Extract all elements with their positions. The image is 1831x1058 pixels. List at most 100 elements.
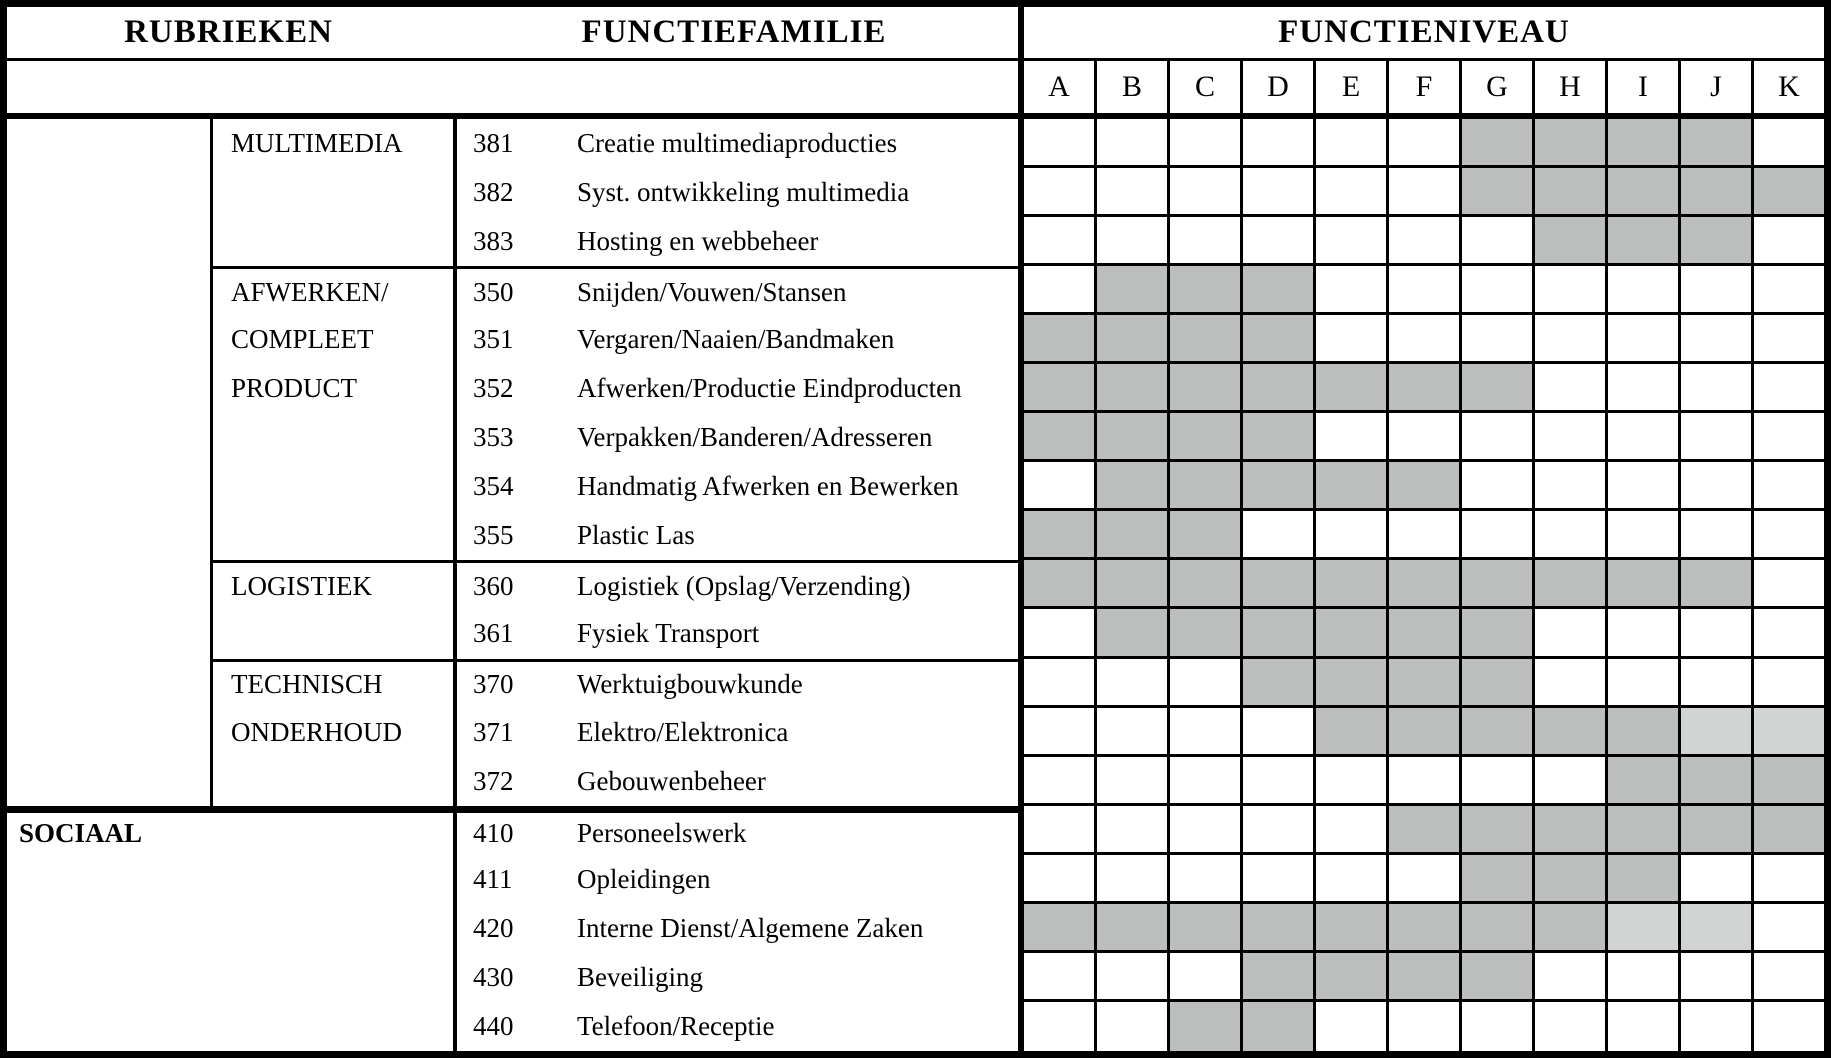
level-cell-383-K (1754, 217, 1824, 267)
level-cell-370-H (1535, 658, 1608, 708)
level-cell-411-D (1243, 854, 1316, 904)
level-cell-440-H (1535, 1001, 1608, 1051)
level-cell-382-F (1389, 168, 1462, 218)
level-column-header-J: J (1681, 61, 1754, 113)
matrix-row-372: 372 Gebouwenbeheer (7, 756, 1824, 806)
level-cell-372-C (1170, 756, 1243, 806)
family-cell (213, 413, 457, 463)
functiefamilie-label: Verpakken/Banderen/Adresseren (577, 422, 933, 453)
level-cell-371-K (1754, 707, 1824, 757)
rubriek-cell (7, 658, 213, 708)
family-cell (213, 609, 457, 659)
level-cell-352-A (1024, 364, 1097, 414)
level-cell-430-H (1535, 952, 1608, 1002)
level-cell-383-F (1389, 217, 1462, 267)
level-cell-355-H (1535, 511, 1608, 561)
functiefamilie-code: 440 (473, 1010, 514, 1041)
level-cell-382-D (1243, 168, 1316, 218)
level-cell-371-J (1681, 707, 1754, 757)
level-cell-354-F (1389, 462, 1462, 512)
level-cell-410-D (1243, 805, 1316, 855)
functiefamilie-label: Beveiliging (577, 961, 703, 992)
level-cell-351-C (1170, 315, 1243, 365)
level-cell-371-F (1389, 707, 1462, 757)
level-grid (1018, 952, 1824, 1002)
level-cell-355-B (1097, 511, 1170, 561)
level-cell-350-I (1608, 266, 1681, 316)
level-cell-430-D (1243, 952, 1316, 1002)
level-cell-353-K (1754, 413, 1824, 463)
level-grid (1018, 707, 1824, 757)
level-cell-361-K (1754, 609, 1824, 659)
functiefamilie-label: Afwerken/Productie Eindproducten (577, 373, 962, 404)
level-grid (1018, 168, 1824, 218)
level-cell-370-E (1316, 658, 1389, 708)
level-column-header-A: A (1024, 61, 1097, 113)
matrix-row-371: ONDERHOUD 371 Elektro/Elektronica (7, 707, 1824, 757)
functiefamilie-label: Plastic Las (577, 520, 695, 551)
level-cell-420-F (1389, 903, 1462, 953)
level-cell-410-C (1170, 805, 1243, 855)
header-right-section: FUNCTIENIVEAU (1018, 7, 1824, 58)
level-cell-352-B (1097, 364, 1170, 414)
level-cell-353-A (1024, 413, 1097, 463)
level-cell-383-B (1097, 217, 1170, 267)
matrix-row-411: 411 Opleidingen (7, 854, 1824, 904)
functiefamilie-code: 351 (473, 324, 514, 355)
functiefamilie-label: Handmatig Afwerken en Bewerken (577, 471, 959, 502)
level-cell-372-A (1024, 756, 1097, 806)
header-rubrieken: RUBRIEKEN (124, 14, 333, 50)
level-cell-360-A (1024, 560, 1097, 610)
family-cell: ONDERHOUD (213, 707, 457, 757)
rubriek-cell (7, 168, 213, 218)
level-cell-372-E (1316, 756, 1389, 806)
level-cell-353-D (1243, 413, 1316, 463)
level-cell-430-A (1024, 952, 1097, 1002)
level-cell-382-C (1170, 168, 1243, 218)
level-cell-372-J (1681, 756, 1754, 806)
level-cell-352-D (1243, 364, 1316, 414)
rubriek-cell (7, 119, 213, 169)
level-cell-411-I (1608, 854, 1681, 904)
level-cell-351-E (1316, 315, 1389, 365)
rubriek-cell (7, 364, 213, 414)
level-cell-410-E (1316, 805, 1389, 855)
functiefamilie-code: 420 (473, 912, 514, 943)
level-cell-351-B (1097, 315, 1170, 365)
rubriek-cell (7, 266, 213, 316)
level-cell-440-I (1608, 1001, 1681, 1051)
functiefamilie-code: 372 (473, 765, 514, 796)
level-grid (1018, 609, 1824, 659)
level-cell-353-I (1608, 413, 1681, 463)
level-cell-355-A (1024, 511, 1097, 561)
level-cell-382-J (1681, 168, 1754, 218)
level-cell-410-K (1754, 805, 1824, 855)
level-cell-420-B (1097, 903, 1170, 953)
level-cell-383-A (1024, 217, 1097, 267)
level-cell-382-B (1097, 168, 1170, 218)
level-cell-371-H (1535, 707, 1608, 757)
level-cell-371-D (1243, 707, 1316, 757)
level-cell-371-G (1462, 707, 1535, 757)
level-cell-360-H (1535, 560, 1608, 610)
level-cell-351-J (1681, 315, 1754, 365)
level-cell-371-E (1316, 707, 1389, 757)
functiefamilie-label: Gebouwenbeheer (577, 765, 766, 796)
level-cell-381-D (1243, 119, 1316, 169)
level-column-header-D: D (1243, 61, 1316, 113)
level-cell-372-G (1462, 756, 1535, 806)
functiefamilie-label: Elektro/Elektronica (577, 716, 789, 747)
level-cell-420-G (1462, 903, 1535, 953)
level-cell-361-C (1170, 609, 1243, 659)
level-cell-430-F (1389, 952, 1462, 1002)
level-cell-381-F (1389, 119, 1462, 169)
functiefamilie-code: 410 (457, 805, 567, 855)
level-column-header-E: E (1316, 61, 1389, 113)
level-cell-381-I (1608, 119, 1681, 169)
level-cell-411-G (1462, 854, 1535, 904)
level-grid (1018, 903, 1824, 953)
level-cell-383-I (1608, 217, 1681, 267)
functiefamilie-label: Snijden/Vouwen/Stansen (567, 266, 1018, 315)
level-cell-410-G (1462, 805, 1535, 855)
